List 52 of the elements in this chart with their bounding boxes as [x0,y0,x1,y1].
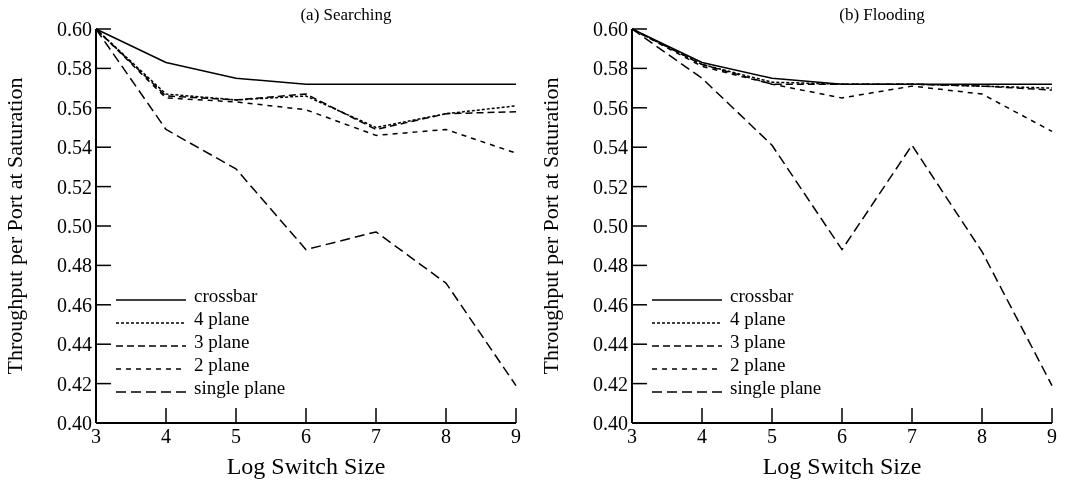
chart-title: (b) Flooding [839,5,926,24]
legend-label: crossbar [730,284,794,306]
legend-label: single plane [730,376,822,398]
y-tick-label: 0.56 [57,96,92,119]
y-tick-label: 0.50 [593,215,628,237]
legend-label: crossbar [194,284,258,306]
x-tick-label: 6 [837,425,847,447]
legend-label: 3 plane [194,330,250,352]
y-tick-label: 0.40 [57,412,92,434]
x-tick-label: 4 [697,425,707,447]
x-axis-title: Log Switch Size [226,453,386,479]
legend-label: 4 plane [194,307,250,329]
legend-label: 4 plane [730,307,786,329]
y-tick-label: 0.56 [593,96,628,119]
x-tick-label: 9 [1047,425,1057,447]
y-tick-label: 0.46 [57,293,92,316]
y-axis-title: Throughput per Port at Saturation [538,77,563,375]
x-tick-label: 5 [767,425,777,447]
legend-label: 2 plane [194,353,250,375]
y-tick-label: 0.44 [593,333,628,356]
y-tick-label: 0.52 [593,175,628,198]
x-tick-label: 4 [161,425,171,447]
y-tick-label: 0.60 [593,18,628,40]
x-tick-label: 6 [301,425,311,447]
y-tick-label: 0.58 [57,57,92,80]
legend-label: single plane [194,376,286,398]
legend-label: 2 plane [730,353,786,375]
y-tick-label: 0.42 [57,372,92,395]
y-axis-title: Throughput per Port at Saturation [2,77,27,375]
chart-title: (a) Searching [300,5,393,24]
x-tick-label: 9 [511,425,521,447]
y-tick-label: 0.54 [593,136,628,159]
y-tick-label: 0.42 [593,372,628,395]
y-tick-label: 0.52 [57,175,92,198]
y-tick-label: 0.54 [57,136,92,159]
y-tick-label: 0.44 [57,333,92,356]
x-tick-label: 3 [91,425,101,447]
x-tick-label: 5 [231,425,241,447]
x-axis-title: Log Switch Size [762,453,922,479]
legend-label: 3 plane [730,330,786,352]
y-tick-label: 0.48 [57,254,92,277]
y-tick-label: 0.58 [593,57,628,80]
y-tick-label: 0.46 [593,293,628,316]
y-tick-label: 0.48 [593,254,628,277]
x-tick-label: 8 [977,425,987,447]
y-tick-label: 0.50 [57,215,92,237]
x-tick-label: 7 [371,425,381,447]
x-tick-label: 3 [627,425,637,447]
y-tick-label: 0.40 [593,412,628,434]
x-tick-label: 8 [441,425,451,447]
y-tick-label: 0.60 [57,18,92,40]
x-tick-label: 7 [907,425,917,447]
